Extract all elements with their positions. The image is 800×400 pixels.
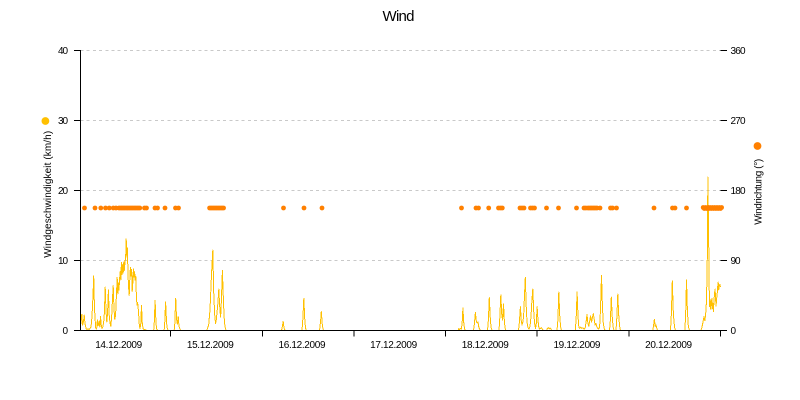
svg-text:Windgeschwindigkeit (km/h): Windgeschwindigkeit (km/h): [43, 131, 54, 258]
svg-text:360: 360: [731, 46, 746, 57]
svg-text:0: 0: [731, 326, 737, 337]
svg-text:180: 180: [731, 186, 746, 197]
svg-text:15.12.2009: 15.12.2009: [187, 340, 234, 351]
svg-text:17.12.2009: 17.12.2009: [370, 340, 417, 351]
svg-text:270: 270: [731, 116, 746, 127]
svg-text:20.12.2009: 20.12.2009: [645, 340, 692, 351]
svg-text:Wind: Wind: [383, 8, 415, 25]
svg-text:18.12.2009: 18.12.2009: [462, 340, 509, 351]
svg-text:90: 90: [731, 256, 741, 267]
svg-text:16.12.2009: 16.12.2009: [279, 340, 326, 351]
svg-text:10: 10: [58, 256, 68, 267]
svg-text:40: 40: [58, 46, 68, 57]
svg-text:0: 0: [62, 326, 68, 337]
svg-text:30: 30: [58, 116, 68, 127]
svg-text:14.12.2009: 14.12.2009: [95, 340, 142, 351]
svg-text:Windrichtung (°): Windrichtung (°): [754, 159, 765, 225]
svg-text:19.12.2009: 19.12.2009: [553, 340, 600, 351]
svg-text:20: 20: [58, 186, 68, 197]
